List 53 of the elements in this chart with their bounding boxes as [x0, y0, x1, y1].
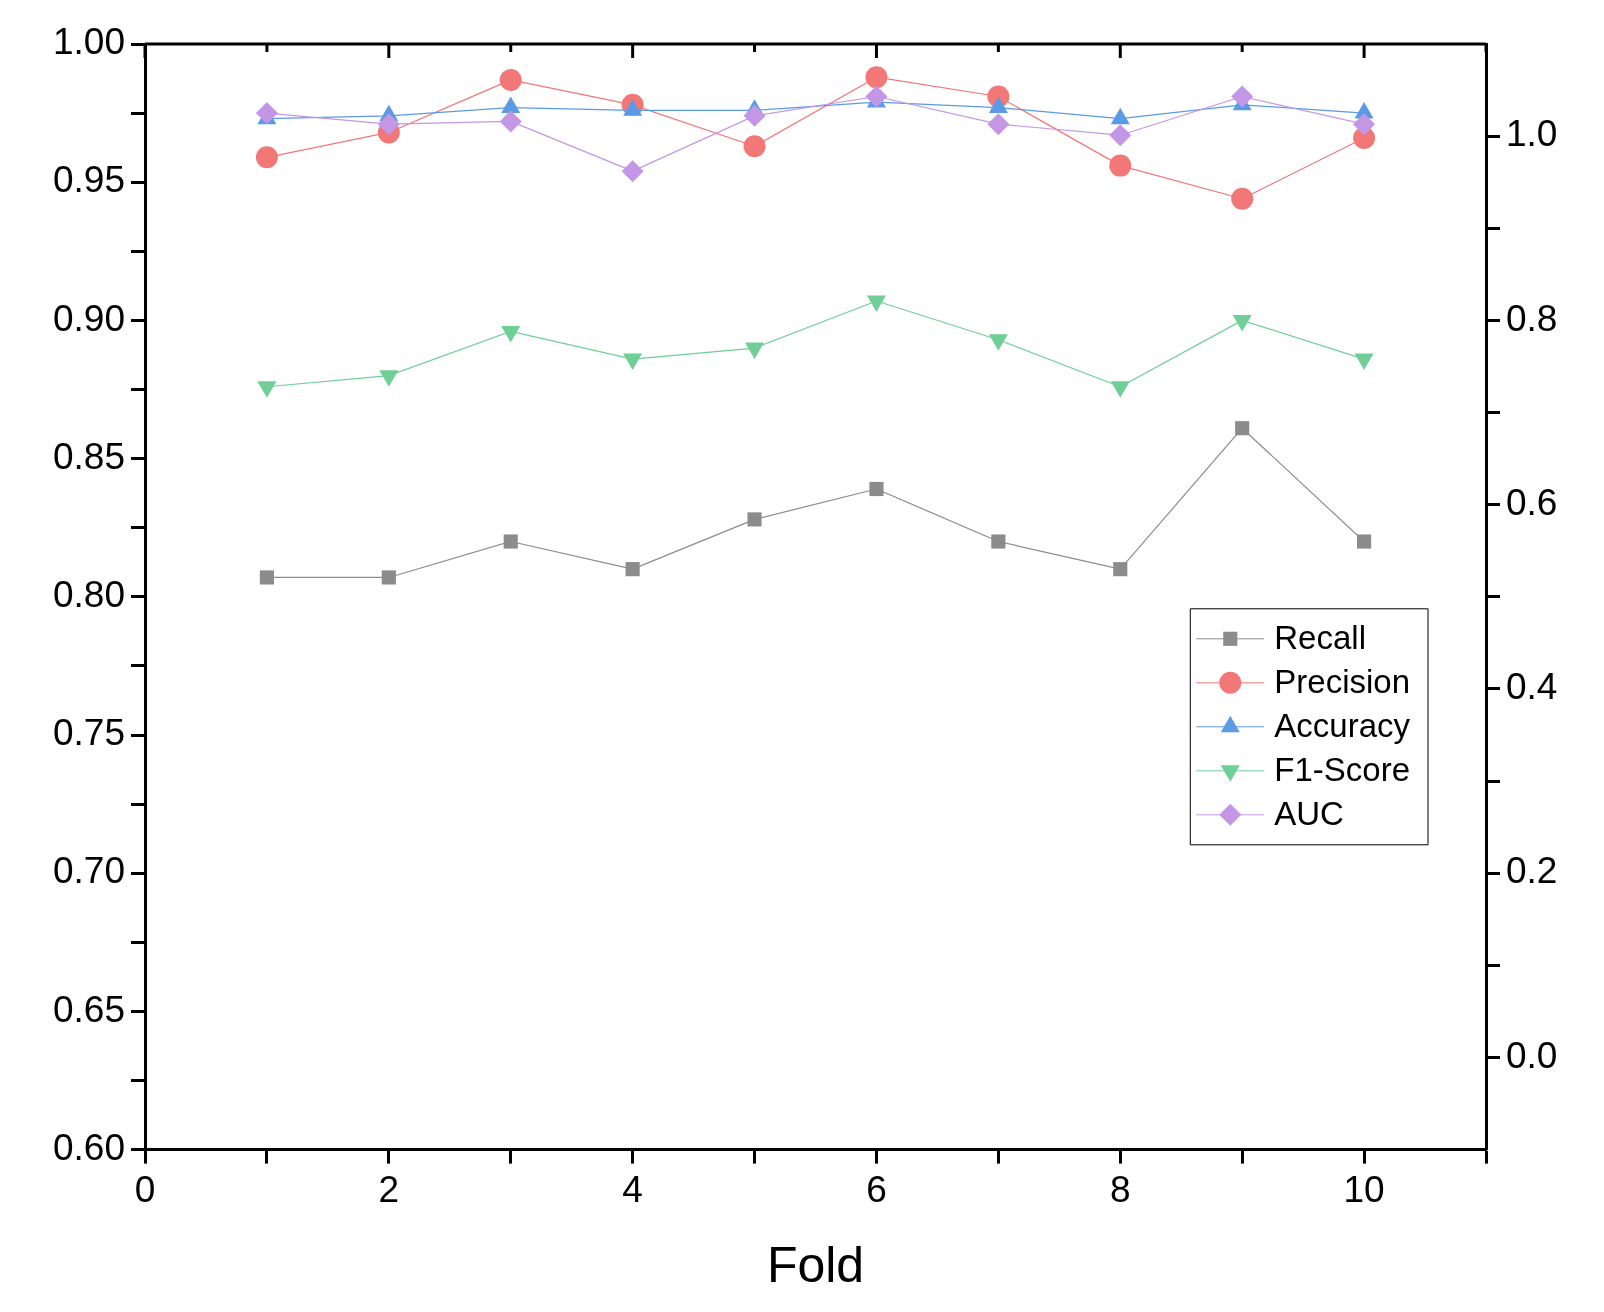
point — [991, 534, 1006, 549]
point — [1231, 85, 1254, 108]
point — [743, 135, 766, 158]
y-tick-label: 1.00 — [52, 21, 125, 63]
x-tick-label: 0 — [134, 1169, 156, 1210]
x-tick-label: 4 — [622, 1169, 643, 1210]
y-tick-label: 0.70 — [52, 850, 125, 892]
y2-tick-label: 0.2 — [1506, 850, 1558, 892]
point — [621, 160, 644, 183]
point — [499, 68, 522, 91]
point — [1109, 154, 1132, 177]
legend-label: Precision — [1274, 662, 1411, 700]
y-tick-label: 0.80 — [52, 574, 125, 615]
point — [747, 512, 762, 527]
y-tick-label: 0.95 — [52, 159, 125, 201]
point — [377, 113, 400, 136]
point — [1353, 113, 1376, 136]
legend-label: Recall — [1274, 618, 1366, 656]
legend-label: Accuracy — [1274, 706, 1411, 744]
point — [255, 102, 278, 125]
point — [865, 66, 888, 89]
y2-tick-label: 0.8 — [1506, 297, 1558, 339]
y2-tick-label: 0.6 — [1506, 481, 1558, 523]
text: 0.60 — [52, 1126, 125, 1168]
y-tick-label: 0.85 — [52, 435, 125, 477]
point — [625, 562, 640, 577]
x-axis-title: Fold — [766, 1236, 865, 1293]
y2-tick-label: 0.0 — [1506, 1034, 1558, 1076]
point — [987, 113, 1010, 136]
point — [1109, 124, 1132, 147]
x-tick-label: 2 — [378, 1169, 400, 1210]
y-tick-label: 0.90 — [52, 297, 125, 339]
legend-label: F1-Score — [1274, 750, 1410, 788]
point — [259, 570, 274, 585]
point — [1231, 187, 1254, 210]
y2-tick-label: 0.4 — [1506, 666, 1558, 708]
point — [865, 85, 888, 108]
legend-label: AUC — [1274, 794, 1344, 832]
point — [503, 534, 518, 549]
y-tick-label: 0.75 — [52, 712, 125, 754]
point — [1357, 534, 1372, 549]
point — [499, 110, 522, 133]
point — [381, 570, 396, 585]
y2-tick-label: 1.0 — [1506, 113, 1558, 155]
point — [1113, 562, 1128, 577]
x-tick-label: 6 — [866, 1169, 887, 1210]
y-tick-label: 0.65 — [52, 988, 125, 1030]
point — [1235, 421, 1250, 436]
x-tick-label: 10 — [1343, 1169, 1385, 1210]
point — [255, 146, 278, 169]
point — [869, 481, 884, 497]
x-tick-label: 8 — [1109, 1169, 1131, 1210]
point — [743, 104, 766, 127]
